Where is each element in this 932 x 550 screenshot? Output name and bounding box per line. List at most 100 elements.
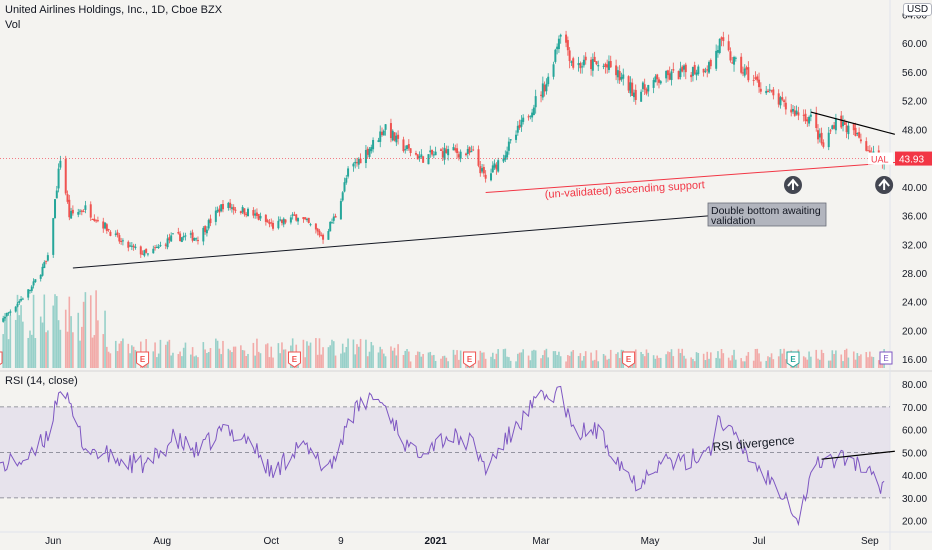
double-bottom-box [707,202,827,227]
volume-bar [29,330,31,368]
candle [666,70,669,76]
candle [329,221,332,232]
candle [527,116,530,118]
volume-bar [207,352,210,368]
candle [121,240,124,242]
candle [341,192,344,201]
candle [729,51,732,61]
candle [71,209,74,214]
volume-bar [27,337,30,368]
volume-bar [68,296,71,368]
candle [268,222,271,225]
volume-bar [508,357,510,368]
candle [681,66,684,72]
volume-bar [515,361,517,368]
candle [105,224,108,231]
volume-bar [306,341,308,368]
volume-bar [179,351,181,368]
candle [520,119,523,127]
volume-bar [95,290,97,368]
candle [202,227,205,242]
volume-bar [359,338,362,368]
candle [482,167,485,174]
candle [259,215,262,219]
candle [107,229,110,231]
candle [759,88,762,92]
candle [856,132,859,135]
candle [427,154,430,165]
candle [640,91,643,102]
volume-bar [609,349,612,368]
price-tick-label: 40.00 [902,183,927,194]
candle [840,115,843,128]
candle [45,260,48,262]
volume-bar [456,350,458,368]
candle [141,253,144,255]
candle [370,147,373,152]
volume-bar [72,332,74,368]
candle [266,220,269,223]
volume-bar [309,342,312,368]
volume-bar [618,357,621,368]
rsi-tick-label: 60.00 [902,426,927,437]
volume-bar [259,353,262,368]
candle [243,208,246,215]
rsi-divergence-line [821,450,895,460]
candle [432,154,435,156]
volume-bar [316,354,319,368]
earnings-legend-label: E [883,354,888,363]
volume-bar [393,347,396,368]
volume-bar [443,355,446,368]
candle [389,123,392,139]
candle [618,71,621,81]
volume-bar [84,292,87,368]
candle [354,161,357,164]
candle [7,312,10,314]
candle [96,220,99,222]
volume-bar [209,348,212,368]
volume-bar [854,359,857,368]
price-tick-label: 60.00 [902,39,927,50]
candle [255,212,258,216]
candle [504,155,507,160]
candle [740,56,743,73]
candle [295,214,298,221]
volume-bar [377,352,380,368]
candle [741,72,744,74]
volume-bar [708,358,710,368]
candle [284,219,287,223]
volume-bar [184,342,187,368]
candle [452,147,455,151]
candle [64,159,67,194]
volume-bar [254,355,256,368]
price-tick-label: 56.00 [902,68,927,79]
candle [379,131,382,142]
candle [159,245,162,247]
time-tick-label: Sep [861,536,879,547]
candle [54,199,57,219]
candle [622,74,625,79]
candle [756,76,759,81]
volume-bar [302,339,305,368]
volume-bar [492,352,494,368]
volume-bar [427,352,430,368]
volume-bar [520,352,523,368]
currency-badge[interactable]: USD [903,3,932,16]
candle [232,206,235,211]
candle [247,208,249,217]
candle [733,57,736,65]
candle [443,147,446,160]
candle [345,178,348,183]
volume-bar [340,353,342,368]
volume-bar [872,357,875,368]
candle [29,289,31,291]
candle [154,247,157,249]
volume-bar [127,343,130,368]
candle [132,245,135,248]
candle [565,34,568,43]
volume-bar [558,351,560,368]
candle [604,63,607,67]
volume-bar [9,315,12,368]
volume-bar [204,349,206,368]
